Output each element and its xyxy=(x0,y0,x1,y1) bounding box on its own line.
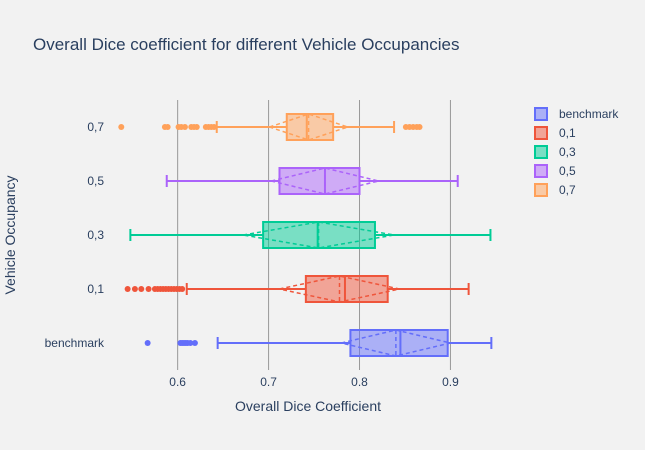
legend-item-benchmark[interactable]: benchmark xyxy=(534,107,619,121)
box-0,5 xyxy=(165,167,459,195)
box-iqr xyxy=(349,329,449,357)
legend-label: 0,7 xyxy=(559,183,576,197)
outlier-point xyxy=(124,286,131,292)
legend-label: 0,5 xyxy=(559,164,576,178)
outlier-point xyxy=(144,340,151,346)
y-tick-label: 0,3 xyxy=(87,228,104,242)
legend-label: benchmark xyxy=(559,107,619,121)
legend-label: 0,3 xyxy=(559,145,576,159)
box-iqr xyxy=(278,167,361,195)
legend-swatch xyxy=(534,126,548,140)
x-tick-label: 0.9 xyxy=(442,375,459,389)
legend-swatch xyxy=(534,183,548,197)
outlier-point xyxy=(187,340,194,346)
legend-label: 0,1 xyxy=(559,126,576,140)
y-tick-label: 0,7 xyxy=(87,120,104,134)
legend-item-0,5[interactable]: 0,5 xyxy=(534,164,576,178)
outlier-point xyxy=(118,124,125,130)
box-iqr xyxy=(285,113,335,141)
legend[interactable]: benchmark 0,1 0,3 0,5 0,7 xyxy=(534,107,619,197)
y-axis-label: Vehicle Occupancy xyxy=(2,175,18,294)
x-tick-label: 0.8 xyxy=(351,375,368,389)
outlier-point xyxy=(211,124,218,130)
mean-sd-diamond xyxy=(341,329,451,357)
legend-swatch xyxy=(534,145,548,159)
box-benchmark xyxy=(144,329,493,357)
legend-item-0,1[interactable]: 0,1 xyxy=(534,126,576,140)
box-0,1 xyxy=(124,275,470,303)
legend-item-0,3[interactable]: 0,3 xyxy=(534,145,576,159)
legend-swatch xyxy=(534,164,548,178)
outlier-point xyxy=(181,124,188,130)
y-tick-label: 0,5 xyxy=(87,174,104,188)
outlier-point xyxy=(193,124,200,130)
y-tick-label: benchmark xyxy=(45,336,105,350)
legend-item-0,7[interactable]: 0,7 xyxy=(534,183,576,197)
mean-sd-diamond xyxy=(271,167,379,195)
x-tick-label: 0.7 xyxy=(260,375,277,389)
x-tick-label: 0.6 xyxy=(169,375,186,389)
outlier-point xyxy=(138,286,145,292)
box-series xyxy=(118,113,493,357)
x-axis-label: Overall Dice Coefficient xyxy=(235,398,381,414)
outlier-point xyxy=(191,340,198,346)
chart-title: Overall Dice coefficient for different V… xyxy=(33,35,459,54)
outlier-point xyxy=(164,124,171,130)
outlier-point xyxy=(179,286,186,292)
x-axis-ticks: 0.6 0.7 0.8 0.9 xyxy=(169,375,459,389)
box-0,3 xyxy=(129,221,492,249)
box-0,7 xyxy=(118,113,423,141)
outlier-point xyxy=(131,286,138,292)
outlier-point xyxy=(416,124,423,130)
legend-swatch xyxy=(534,107,548,121)
y-axis-ticks: benchmark 0,1 0,3 0,5 0,7 xyxy=(45,120,105,350)
y-tick-label: 0,1 xyxy=(87,282,104,296)
outlier-point xyxy=(145,286,152,292)
mean-sd-diamond xyxy=(279,275,400,303)
mean-sd-diamond xyxy=(242,221,395,249)
